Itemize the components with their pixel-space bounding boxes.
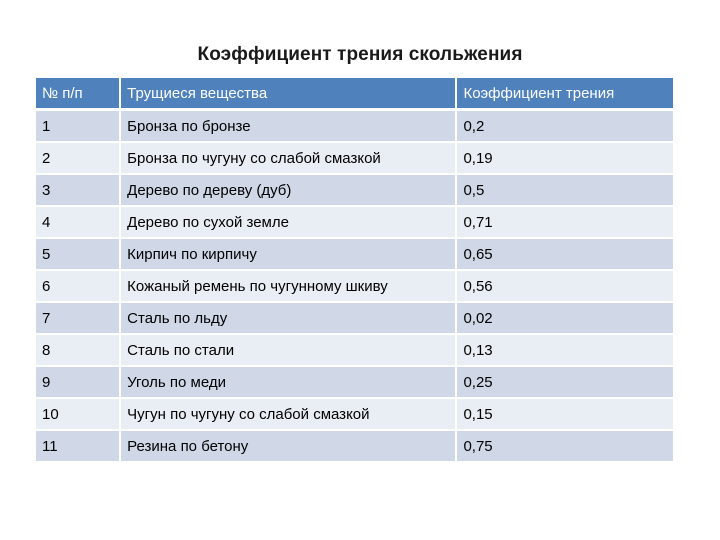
- cell-coefficient: 0,13: [457, 335, 673, 367]
- cell-materials: Кожаный ремень по чугунному шкиву: [121, 271, 458, 303]
- cell-number: 6: [36, 271, 122, 303]
- cell-number: 3: [36, 175, 122, 207]
- cell-number: 9: [36, 367, 122, 399]
- cell-coefficient: 0,15: [457, 399, 673, 431]
- cell-number: 1: [36, 111, 122, 143]
- cell-materials: Бронза по бронзе: [121, 111, 458, 143]
- table-row: 3 Дерево по дереву (дуб) 0,5: [36, 175, 673, 207]
- cell-materials: Сталь по льду: [121, 303, 458, 335]
- cell-number: 4: [36, 207, 122, 239]
- cell-number: 11: [36, 431, 122, 463]
- table-row: 6 Кожаный ремень по чугунному шкиву 0,56: [36, 271, 673, 303]
- cell-coefficient: 0,19: [457, 143, 673, 175]
- table-row: 7 Сталь по льду 0,02: [36, 303, 673, 335]
- cell-number: 8: [36, 335, 122, 367]
- table-row: 8 Сталь по стали 0,13: [36, 335, 673, 367]
- cell-materials: Резина по бетону: [121, 431, 458, 463]
- table-row: 1 Бронза по бронзе 0,2: [36, 111, 673, 143]
- cell-materials: Кирпич по кирпичу: [121, 239, 458, 271]
- page-title: Коэффициент трения скольжения: [197, 44, 523, 65]
- cell-coefficient: 0,25: [457, 367, 673, 399]
- cell-materials: Бронза по чугуну со слабой смазкой: [121, 143, 458, 175]
- header-number: № п/п: [36, 78, 122, 111]
- cell-number: 2: [36, 143, 122, 175]
- header-materials: Трущиеся вещества: [121, 78, 458, 111]
- cell-coefficient: 0,65: [457, 239, 673, 271]
- cell-coefficient: 0,5: [457, 175, 673, 207]
- cell-materials: Сталь по стали: [121, 335, 458, 367]
- table-row: 5 Кирпич по кирпичу 0,65: [36, 239, 673, 271]
- table-header-row: № п/п Трущиеся вещества Коэффициент трен…: [36, 78, 673, 111]
- cell-number: 10: [36, 399, 122, 431]
- table-row: 10 Чугун по чугуну со слабой смазкой 0,1…: [36, 399, 673, 431]
- table-row: 9 Уголь по меди 0,25: [36, 367, 673, 399]
- friction-coefficient-table: № п/п Трущиеся вещества Коэффициент трен…: [36, 78, 673, 463]
- cell-materials: Чугун по чугуну со слабой смазкой: [121, 399, 458, 431]
- cell-coefficient: 0,75: [457, 431, 673, 463]
- table-row: 2 Бронза по чугуну со слабой смазкой 0,1…: [36, 143, 673, 175]
- cell-coefficient: 0,02: [457, 303, 673, 335]
- cell-materials: Дерево по сухой земле: [121, 207, 458, 239]
- cell-number: 7: [36, 303, 122, 335]
- header-coefficient: Коэффициент трения: [457, 78, 673, 111]
- cell-materials: Дерево по дереву (дуб): [121, 175, 458, 207]
- table-row: 11 Резина по бетону 0,75: [36, 431, 673, 463]
- cell-number: 5: [36, 239, 122, 271]
- cell-coefficient: 0,71: [457, 207, 673, 239]
- table-row: 4 Дерево по сухой земле 0,71: [36, 207, 673, 239]
- cell-coefficient: 0,2: [457, 111, 673, 143]
- cell-coefficient: 0,56: [457, 271, 673, 303]
- cell-materials: Уголь по меди: [121, 367, 458, 399]
